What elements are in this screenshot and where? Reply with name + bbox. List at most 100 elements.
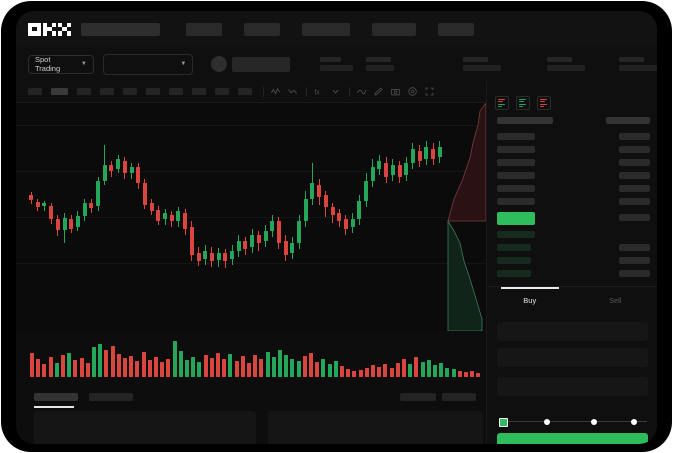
orderbook-view-sells-icon[interactable] [537,96,551,110]
nav-item-5[interactable] [438,22,474,36]
volume-bar [135,361,140,377]
slider-step-1[interactable] [544,419,550,425]
volume-bar [315,362,320,377]
submit-order-button[interactable] [497,433,648,444]
chart-type-line-icon[interactable] [287,86,298,97]
price-input[interactable] [497,322,648,341]
orderbook-view-both-icon[interactable] [495,96,509,110]
orderbook-bid-row[interactable] [497,244,531,251]
draw-pencil-icon[interactable] [373,86,384,97]
timeframe-button-5[interactable] [123,88,137,95]
volume-bar [408,364,413,377]
coin-avatar [211,56,227,72]
depth-chart-overlay [440,103,486,331]
tab-buy[interactable]: Buy [487,287,573,314]
orders-action-2[interactable] [442,393,476,401]
open-orders-panel[interactable] [34,411,256,444]
slider-step-3[interactable] [631,419,637,425]
trade-history-panel[interactable] [268,411,483,444]
volume-bar [457,371,462,377]
volume-bar [42,364,47,377]
volume-bar [92,347,96,377]
volume-bar [470,371,475,377]
fullscreen-icon[interactable] [424,86,435,97]
orderbook-bid-row[interactable] [497,231,535,238]
timeframe-button-4[interactable] [100,88,114,95]
volume-bar [240,356,245,377]
timeframe-button-9[interactable] [215,88,229,95]
chart-type-candles-icon[interactable] [270,86,281,97]
okx-logo-icon[interactable] [28,22,71,36]
last-price-value [231,56,291,72]
camera-icon[interactable] [390,86,401,97]
pair-info-bar: Spot Trading ▼ ▼ [16,47,657,81]
settings-gear-icon[interactable] [407,86,418,97]
orders-tab-1[interactable] [34,393,78,401]
amount-percent-slider[interactable] [499,416,647,428]
total-input[interactable] [497,377,648,396]
volume-bar [340,366,344,377]
orderbook-ask-row[interactable] [497,159,535,166]
timeframe-button-7[interactable] [169,88,183,95]
slider-step-2[interactable] [591,419,597,425]
volume-bar [426,360,431,377]
orders-action-1[interactable] [400,393,436,401]
timeframe-button-10[interactable] [238,88,252,95]
orderbook-bid-row[interactable] [497,270,531,277]
volume-bar [265,352,270,377]
volume-bar [116,354,121,377]
orders-tab-2[interactable] [89,393,133,401]
orderbook-ask-row[interactable] [497,133,535,140]
volume-bar [61,355,65,377]
trading-mode-select[interactable]: Spot Trading ▼ [28,54,94,74]
volume-bar [178,351,183,377]
trading-pair-select[interactable]: ▼ [102,53,194,75]
volume-bar [383,364,388,377]
orderbook-ask-row[interactable] [497,198,535,205]
timeframe-button-2[interactable] [51,88,68,95]
orderbook-ask-row[interactable] [497,172,535,179]
orderbook-spread-amount [619,214,650,221]
volume-bar [395,363,400,377]
orderbook-ask-row[interactable] [497,185,535,192]
volume-bar [129,356,134,377]
orderbook-ask-row[interactable] [497,146,535,153]
timeframe-button-6[interactable] [146,88,160,95]
nav-search[interactable] [81,22,160,36]
orderbook-header-amount [606,117,650,124]
volume-bar [284,355,289,377]
svg-text:fx: fx [314,89,320,96]
volume-bar [54,363,59,377]
timeframe-button-3[interactable] [77,88,91,95]
volume-bar [377,367,382,377]
orderbook-bid-row[interactable] [497,257,531,264]
volume-bar [364,368,369,377]
volume-bar [302,356,307,377]
amount-input[interactable] [497,348,648,367]
volume-bar [147,360,152,377]
volume-bar [216,353,220,377]
orderbook-spread-row[interactable] [497,212,535,225]
volume-bar [420,362,425,377]
trend-line-icon[interactable] [356,86,367,97]
volume-bar [278,350,282,377]
nav-item-4[interactable] [372,22,416,36]
toolbar-divider [263,86,264,97]
orderbook-bid-amount [619,257,650,264]
orderbook-ask-amount [619,172,650,179]
nav-item-1[interactable] [186,22,222,36]
orderbook-view-buys-icon[interactable] [516,96,530,110]
nav-item-2[interactable] [244,22,280,36]
volume-bar [296,361,301,377]
timeframe-button-8[interactable] [192,88,206,95]
tab-sell[interactable]: Sell [573,287,658,314]
chevron-down-icon[interactable] [330,86,341,97]
indicators-icon[interactable]: fx [313,86,324,97]
nav-item-3[interactable] [302,22,350,36]
timeframe-button-1[interactable] [28,88,42,95]
orderbook-bid-amount [619,270,650,277]
stat-3 [463,57,502,71]
volume-bar [185,360,189,377]
slider-handle[interactable] [499,418,508,427]
